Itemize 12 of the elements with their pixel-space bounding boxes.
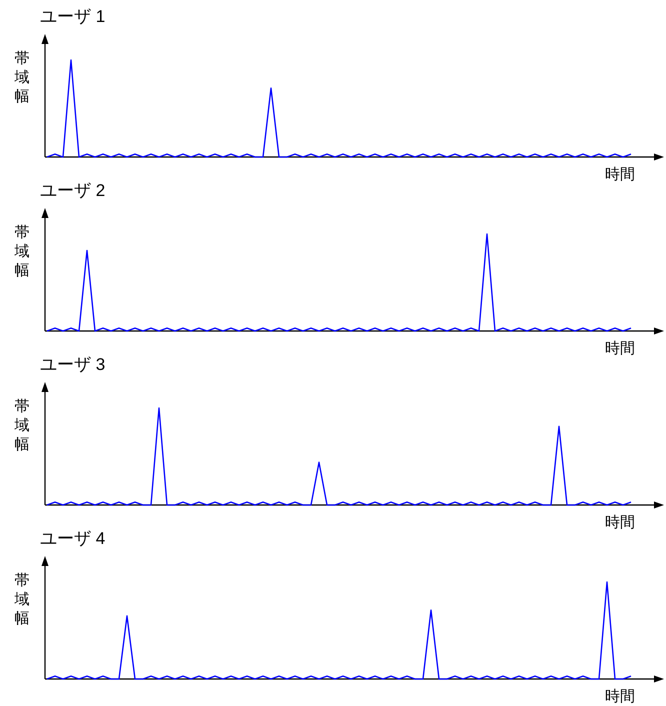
y-axis-title: 帯域幅 <box>14 572 30 627</box>
x-axis-title: 時間 <box>605 166 635 183</box>
chart-title: ユーザ 2 <box>40 181 106 200</box>
y-axis-title: 帯域幅 <box>14 398 30 453</box>
x-axis-title: 時間 <box>605 688 635 705</box>
chart-title: ユーザ 3 <box>40 355 106 374</box>
x-axis-title: 時間 <box>605 514 635 531</box>
y-axis-title: 帯域幅 <box>14 224 30 279</box>
chart-title: ユーザ 1 <box>40 7 106 26</box>
y-axis-title: 帯域幅 <box>14 50 30 105</box>
chart-title: ユーザ 4 <box>40 529 106 548</box>
x-axis-title: 時間 <box>605 340 635 357</box>
